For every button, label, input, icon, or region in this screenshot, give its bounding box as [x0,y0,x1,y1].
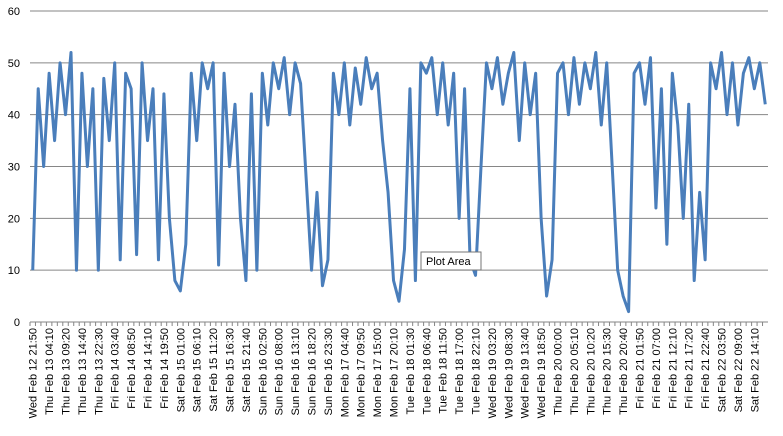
y-tick-label: 10 [8,265,20,277]
x-tick-label: Mon Feb 17 15:00 [372,328,384,417]
x-tick-label: Thu Feb 13 09:20 [61,328,73,415]
x-tick-label: Thu Feb 20 20:40 [618,328,630,415]
x-tick-label: Sat Feb 22 14:10 [749,328,761,412]
x-tick-label: Tue Feb 18 22:10 [471,328,483,414]
x-tick-label: Sat Feb 15 21:40 [241,328,253,412]
x-tick-label: Fri Feb 14 08:50 [126,328,138,409]
tooltip-box [420,251,482,271]
x-tick-label: Sat Feb 22 03:50 [717,328,729,412]
x-tick-label: Thu Feb 20 15:30 [602,328,614,415]
x-tick-label: Sun Feb 16 18:20 [307,328,319,415]
y-tick-label: 0 [14,317,20,329]
x-tick-label: Sat Feb 15 16:30 [225,328,237,412]
x-tick-label: Tue Feb 18 06:40 [421,328,433,414]
x-tick-label: Wed Feb 19 03:20 [487,328,499,418]
x-tick-label: Fri Feb 21 07:00 [651,328,663,409]
x-tick-label: Fri Feb 14 03:40 [110,328,122,409]
data-line [31,50,767,314]
x-tick-label: Sat Feb 22 09:00 [733,328,745,412]
x-tick-label: Thu Feb 20 00:00 [553,328,565,415]
x-tick-label: Sun Feb 16 08:00 [274,328,286,415]
x-tick-label: Tue Feb 18 01:30 [405,328,417,414]
x-tick-label: Tue Feb 18 11:50 [438,328,450,414]
x-tick-label: Tue Feb 18 17:00 [454,328,466,414]
x-tick-label: Mon Feb 17 04:40 [339,328,351,417]
x-tick-label: Wed Feb 19 13:40 [520,328,532,418]
x-tick-label: Wed Feb 19 08:30 [503,328,515,418]
x-tick-label: Thu Feb 13 04:10 [44,328,56,415]
x-tick-label: Mon Feb 17 20:10 [389,328,401,417]
x-tick-label: Sun Feb 16 23:30 [323,328,335,415]
x-tick-label: Thu Feb 20 05:10 [569,328,581,415]
x-tick-label: Wed Feb 19 18:50 [536,328,548,418]
x-tick-label: Fri Feb 21 01:50 [635,328,647,409]
x-tick-label: Sat Feb 15 11:20 [208,328,220,412]
x-tick-label: Fri Feb 21 12:10 [667,328,679,409]
x-tick-label: Thu Feb 20 10:20 [585,328,597,415]
y-tick-label: 40 [8,110,20,122]
x-tick-label: Sat Feb 15 01:00 [175,328,187,412]
x-tick-label: Thu Feb 13 14:40 [77,328,89,415]
x-tick-label: Sun Feb 16 02:50 [257,328,269,415]
tooltip-text: Plot Area [426,256,472,268]
x-tick-label: Thu Feb 13 22:30 [93,328,105,415]
y-tick-label: 30 [8,162,20,174]
x-tick-label: Mon Feb 17 09:50 [356,328,368,417]
x-tick-label: Fri Feb 21 17:20 [684,328,696,409]
x-tick-label: Fri Feb 14 19:50 [159,328,171,409]
x-tick-label: Sat Feb 15 06:10 [192,328,204,412]
x-tick-label: Fri Feb 21 22:40 [700,328,712,409]
x-tick-label: Wed Feb 12 21:50 [28,328,40,418]
y-tick-label: 20 [8,213,20,225]
x-tick-label: Fri Feb 14 14:10 [143,328,155,409]
tooltip: Plot Area [420,251,482,271]
x-tick-label: Sun Feb 16 13:10 [290,328,302,415]
y-tick-label: 50 [8,58,20,70]
y-tick-label: 60 [8,6,20,18]
